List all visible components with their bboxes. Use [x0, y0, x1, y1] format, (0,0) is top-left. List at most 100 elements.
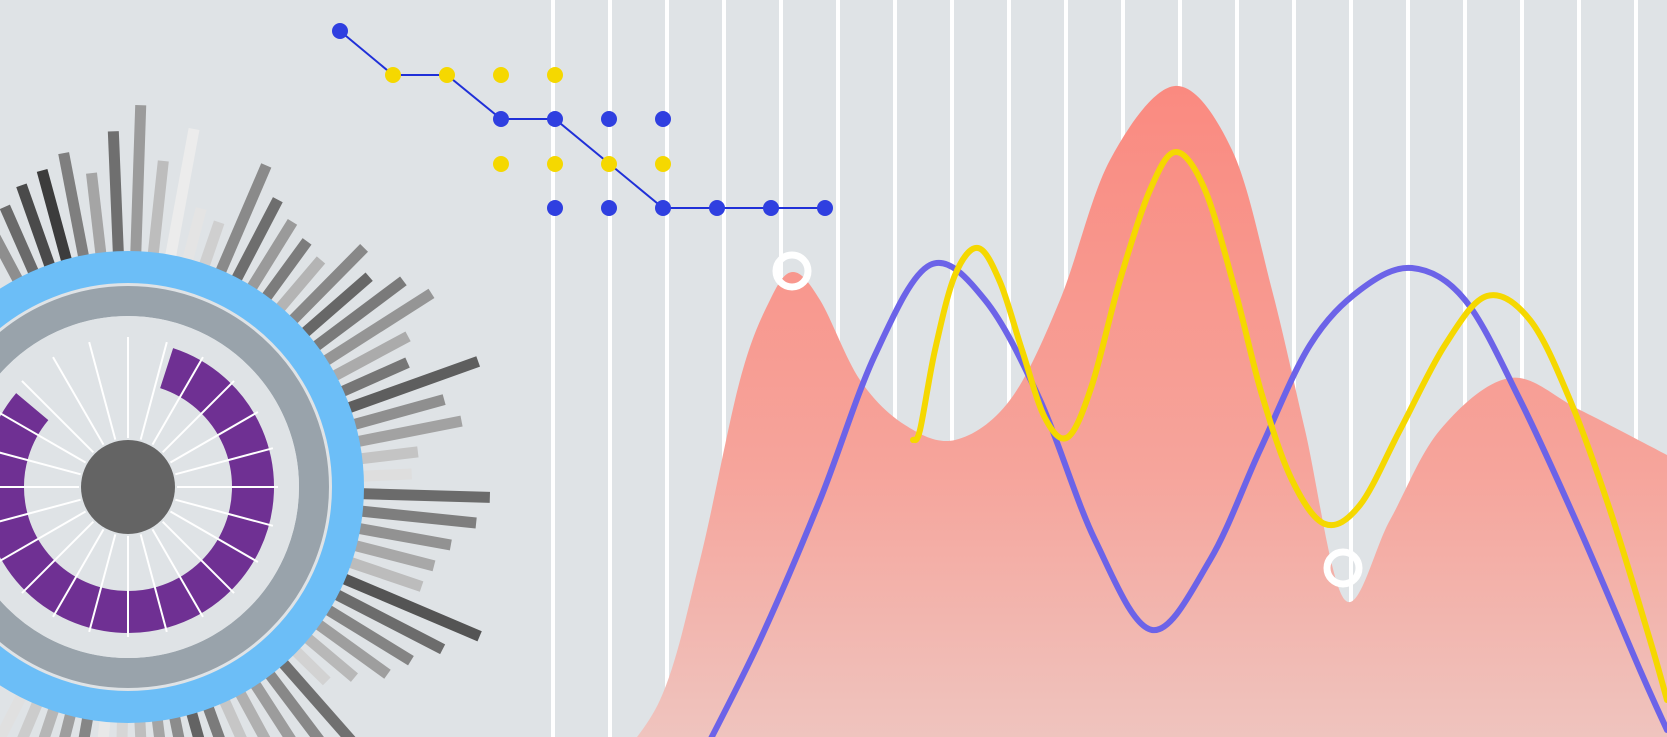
dot-blue-markers-7[interactable] [655, 200, 671, 216]
radial-bar-b36 [322, 603, 414, 666]
radial-bar-b01 [0, 234, 24, 285]
periwinkle-sine-path [708, 260, 1667, 737]
yellow-sine-path [910, 148, 1667, 703]
dot-blue-markers-3[interactable] [601, 111, 617, 127]
radial-spoke-13 [88, 534, 117, 633]
radial-bar-b24 [344, 356, 481, 414]
radial-spoke-5 [175, 447, 274, 476]
radial-bar-b47 [168, 713, 185, 737]
radial-bar-b08 [130, 105, 147, 256]
radial-bar-b19 [299, 272, 373, 339]
radial-bar-b20 [310, 276, 407, 353]
dot-blue-markers-1[interactable] [493, 111, 509, 127]
radial-bar-b15 [245, 218, 298, 293]
radial-bar-b13 [214, 163, 272, 277]
radial-spoke-1 [139, 341, 168, 440]
radial-bar-b28 [359, 468, 412, 482]
radial-bar-b52 [78, 714, 94, 737]
radial-spoke-7 [175, 498, 274, 527]
dot-yellow-markers-4[interactable] [493, 156, 509, 172]
dot-yellow-markers-6[interactable] [601, 156, 617, 172]
gray-ring [0, 286, 329, 688]
pale-ring [0, 316, 299, 658]
highlight-marker-1[interactable] [772, 251, 812, 291]
radial-bar-b29 [359, 488, 491, 503]
radial-ring-group [0, 251, 364, 723]
radial-spoke-15 [21, 520, 95, 594]
radial-bar-b44 [218, 696, 247, 737]
radial-spoke-2 [151, 356, 204, 446]
radial-bar-b16 [260, 238, 312, 303]
radial-spoke-10 [151, 528, 204, 618]
density-area-path [600, 85, 1667, 737]
dot-yellow-markers-0[interactable] [385, 67, 401, 83]
radial-bar-b22 [329, 331, 411, 382]
radial-spoke-9 [161, 520, 235, 594]
dot-yellow-markers-2[interactable] [493, 67, 509, 83]
radial-bar-b41 [263, 668, 324, 737]
radial-spoke-14 [52, 528, 105, 618]
dot-blue-markers-6[interactable] [601, 200, 617, 216]
radial-bar-b14 [230, 197, 283, 284]
radial-bar-b55 [17, 698, 44, 737]
radial-bar-b43 [234, 688, 271, 737]
radial-bar-b51 [97, 717, 111, 737]
radial-bar-b35 [331, 588, 446, 655]
dot-blue-markers-4[interactable] [655, 111, 671, 127]
dot-yellow-markers-3[interactable] [547, 67, 563, 83]
radial-spoke-group [0, 337, 278, 637]
radial-bar-b03 [16, 183, 56, 271]
radial-spoke-21 [21, 380, 95, 454]
radial-bar-b04 [36, 169, 73, 265]
radial-spoke-4 [169, 411, 259, 464]
dot-blue-markers-2[interactable] [547, 111, 563, 127]
radial-bar-b46 [185, 708, 205, 737]
purple-progress-arc [0, 348, 274, 633]
dot-blue-markers-0[interactable] [332, 23, 348, 39]
dot-blue-markers-9[interactable] [763, 200, 779, 216]
radial-bar-b49 [134, 718, 147, 737]
radial-bar-b10 [164, 128, 200, 260]
radial-bar-b33 [345, 556, 424, 592]
radial-bar-b11 [181, 207, 207, 265]
radial-bar-b09 [147, 160, 169, 257]
radial-bar-b42 [249, 678, 296, 737]
radial-bar-b23 [337, 357, 410, 398]
dot-yellow-markers-1[interactable] [439, 67, 455, 83]
radial-bar-b40 [277, 657, 356, 737]
radial-bar-b38 [301, 632, 358, 682]
dot-blue-markers-5[interactable] [547, 200, 563, 216]
radial-spoke-19 [0, 451, 81, 476]
dot-blue-markers-10[interactable] [817, 200, 833, 216]
radial-bar-b21 [320, 288, 435, 367]
dot-yellow-markers-5[interactable] [547, 156, 563, 172]
radial-bar-b26 [354, 415, 463, 448]
radial-bar-b32 [351, 539, 436, 572]
dot-blue-markers-8[interactable] [709, 200, 725, 216]
radial-spoke-11 [139, 534, 168, 633]
radial-bar-b18 [287, 244, 368, 326]
radial-bar-b48 [151, 716, 166, 737]
center-hub [81, 440, 175, 534]
radial-spoke-3 [161, 380, 235, 454]
outer-blue-ring [0, 251, 364, 723]
radial-bar-b05 [58, 152, 90, 261]
radial-bar-b02 [0, 204, 40, 277]
radial-bar-b12 [198, 220, 225, 270]
highlight-marker-2[interactable] [1323, 548, 1363, 588]
dot-yellow-markers-7[interactable] [655, 156, 671, 172]
radial-bar-b06 [86, 172, 107, 258]
radial-bar-b27 [357, 446, 419, 465]
radial-bar-b17 [274, 256, 326, 314]
radial-spoke-17 [0, 498, 81, 523]
radial-bar-b37 [312, 618, 391, 679]
radial-spoke-8 [169, 510, 259, 563]
radial-bar-b31 [355, 522, 452, 551]
radial-bar-group [0, 105, 491, 737]
radial-bar-b53 [59, 710, 77, 737]
radial-bar-b30 [358, 505, 477, 529]
